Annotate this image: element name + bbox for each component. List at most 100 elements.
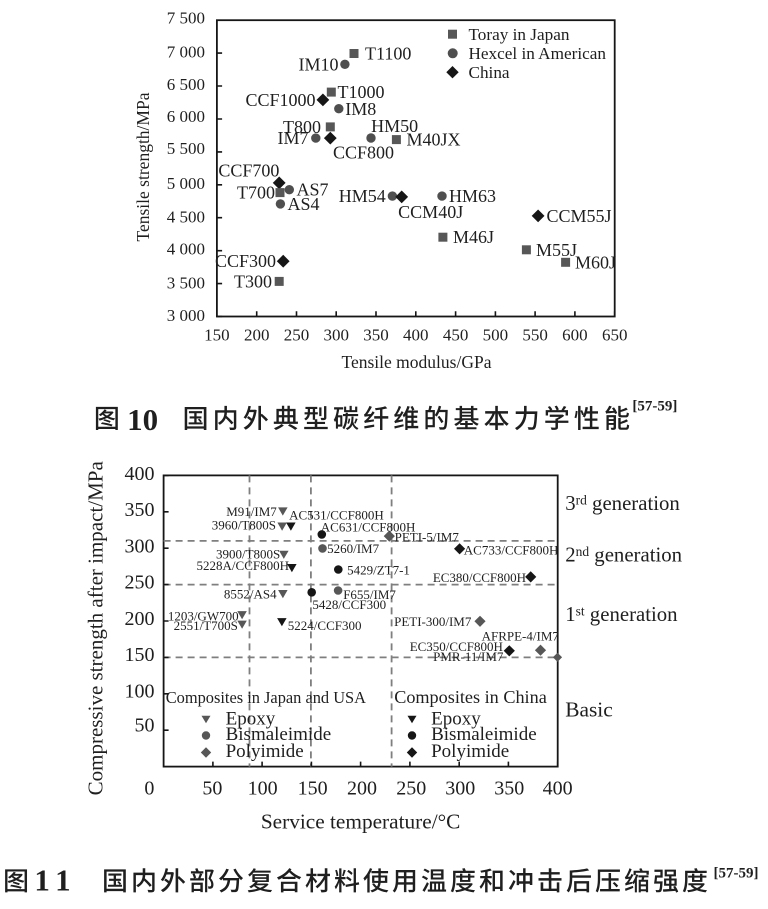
svg-text:[57-59]: [57-59] (632, 399, 677, 415)
svg-text:M46J: M46J (453, 227, 494, 247)
svg-text:1203/GW700: 1203/GW700 (168, 609, 239, 624)
svg-text:4 000: 4 000 (167, 240, 205, 259)
svg-text:AS7: AS7 (297, 180, 329, 200)
svg-text:EC350/CCF800H: EC350/CCF800H (410, 639, 503, 654)
svg-text:M91/IM7: M91/IM7 (226, 504, 277, 519)
svg-text:0: 0 (144, 778, 154, 800)
svg-text:T300: T300 (234, 271, 272, 291)
svg-text:6 000: 6 000 (167, 107, 205, 126)
svg-text:1: 1 (55, 862, 71, 897)
svg-text:AC733/CCF800H: AC733/CCF800H (464, 542, 559, 557)
svg-text:5224/CCF300: 5224/CCF300 (288, 618, 362, 633)
svg-text:PMR-11/IM7: PMR-11/IM7 (433, 649, 504, 664)
svg-text:T1000: T1000 (338, 82, 385, 102)
svg-text:650: 650 (602, 326, 628, 345)
svg-text:CCF300: CCF300 (215, 251, 276, 271)
svg-text:Epoxy: Epoxy (431, 708, 481, 729)
svg-text:Service temperature/°C: Service temperature/°C (261, 810, 461, 834)
svg-text:50: 50 (135, 715, 155, 737)
svg-text:400: 400 (125, 463, 155, 485)
svg-text:T700: T700 (237, 183, 275, 203)
svg-text:[57-59]: [57-59] (714, 866, 759, 882)
svg-text:Polyimide: Polyimide (431, 741, 509, 762)
svg-text:M40JX: M40JX (407, 130, 461, 150)
svg-text:200: 200 (125, 608, 155, 630)
svg-text:400: 400 (543, 778, 573, 800)
svg-text:M55J: M55J (536, 240, 577, 260)
svg-text:5260/IM7: 5260/IM7 (327, 541, 380, 556)
svg-text:3 000: 3 000 (167, 306, 205, 325)
svg-text:250: 250 (125, 572, 155, 594)
svg-text:T800: T800 (283, 117, 321, 137)
svg-text:600: 600 (562, 326, 588, 345)
svg-text:Tensile modulus/GPa: Tensile modulus/GPa (342, 352, 492, 372)
svg-text:550: 550 (522, 326, 548, 345)
svg-text:150: 150 (204, 326, 230, 345)
svg-text:100: 100 (248, 778, 278, 800)
svg-text:CCF1000: CCF1000 (245, 90, 315, 110)
svg-text:5428/CCF300: 5428/CCF300 (312, 597, 386, 612)
svg-text:AC531/CCF800H: AC531/CCF800H (289, 508, 384, 523)
svg-text:1st generation: 1st generation (565, 603, 678, 626)
svg-text:6 500: 6 500 (167, 75, 205, 94)
svg-text:450: 450 (443, 326, 469, 345)
svg-text:5 500: 5 500 (167, 139, 205, 158)
svg-text:PETI-300/IM7: PETI-300/IM7 (394, 614, 472, 629)
svg-text:Compressive strength after imp: Compressive strength after impact/MPa (84, 461, 108, 796)
svg-text:350: 350 (494, 778, 524, 800)
svg-text:100: 100 (125, 680, 155, 702)
svg-text:Basic: Basic (565, 698, 613, 722)
svg-text:1: 1 (34, 862, 50, 897)
svg-text:3 500: 3 500 (167, 274, 205, 293)
svg-text:3900/T800S: 3900/T800S (216, 547, 280, 562)
svg-text:2nd generation: 2nd generation (565, 544, 682, 567)
svg-text:10: 10 (127, 402, 158, 437)
svg-text:F655/IM7: F655/IM7 (343, 587, 396, 602)
svg-text:3960/T800S: 3960/T800S (212, 518, 276, 533)
svg-text:HM54: HM54 (339, 186, 386, 206)
svg-text:5228A/CCF800H: 5228A/CCF800H (197, 558, 289, 573)
svg-text:China: China (469, 63, 510, 82)
svg-text:Epoxy: Epoxy (226, 708, 276, 729)
svg-text:Hexcel in American: Hexcel in American (469, 44, 607, 63)
svg-text:50: 50 (202, 778, 222, 800)
svg-text:Polyimide: Polyimide (226, 741, 304, 762)
svg-text:CCM40J: CCM40J (398, 202, 463, 222)
svg-text:Toray in Japan: Toray in Japan (469, 25, 570, 44)
svg-text:500: 500 (483, 326, 509, 345)
svg-text:8552/AS4: 8552/AS4 (224, 587, 277, 602)
svg-text:AS4: AS4 (288, 194, 320, 214)
svg-text:7 000: 7 000 (167, 43, 205, 62)
svg-text:Bismaleimide: Bismaleimide (226, 724, 332, 745)
svg-text:3rd generation: 3rd generation (565, 492, 680, 515)
svg-text:PETI-5/IM7: PETI-5/IM7 (395, 530, 460, 545)
svg-text:5 000: 5 000 (167, 174, 205, 193)
svg-text:300: 300 (323, 326, 349, 345)
svg-text:CCF700: CCF700 (218, 160, 279, 180)
svg-text:4 500: 4 500 (167, 208, 205, 227)
svg-text:250: 250 (284, 326, 310, 345)
svg-text:300: 300 (445, 778, 475, 800)
svg-text:CCF800: CCF800 (333, 142, 394, 162)
svg-text:350: 350 (363, 326, 389, 345)
svg-text:Composites in China: Composites in China (394, 687, 547, 707)
svg-text:IM10: IM10 (299, 54, 339, 74)
svg-text:350: 350 (125, 499, 155, 521)
svg-text:IM7: IM7 (278, 128, 309, 148)
svg-text:M60J: M60J (575, 252, 616, 272)
svg-text:EC380/CCF800H: EC380/CCF800H (433, 570, 526, 585)
svg-text:200: 200 (347, 778, 377, 800)
svg-text:7 500: 7 500 (167, 8, 205, 27)
svg-text:150: 150 (298, 778, 328, 800)
svg-text:Bismaleimide: Bismaleimide (431, 724, 537, 745)
svg-text:AFRPE-4/IM7: AFRPE-4/IM7 (482, 628, 560, 643)
svg-text:IM8: IM8 (345, 99, 376, 119)
svg-text:Composites in Japan and USA: Composites in Japan and USA (166, 688, 366, 707)
svg-text:250: 250 (396, 778, 426, 800)
svg-text:CCM55J: CCM55J (547, 206, 612, 226)
svg-text:150: 150 (125, 644, 155, 666)
svg-text:200: 200 (244, 326, 270, 345)
svg-text:Tensile strength/MPa: Tensile strength/MPa (133, 92, 153, 241)
svg-text:HM63: HM63 (449, 186, 496, 206)
svg-text:T1100: T1100 (365, 44, 411, 64)
